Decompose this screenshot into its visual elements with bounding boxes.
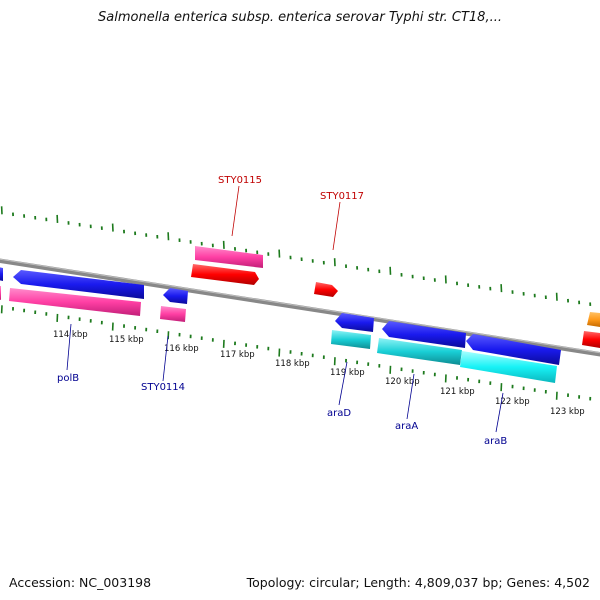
scale-ticks-top [0, 206, 592, 306]
gene-araB-blue[interactable] [466, 334, 561, 365]
gene-label-polB: polB [57, 373, 79, 384]
genome-backbone [0, 258, 600, 357]
gene-polB-pink[interactable] [9, 288, 141, 316]
scale-label-115: 115 kbp [109, 335, 144, 345]
scale-label-120: 120 kbp [385, 377, 420, 387]
scale-label-116: 116 kbp [164, 344, 199, 354]
gene-label-STY0117: STY0117 [320, 191, 364, 202]
gene-polB-blue[interactable] [13, 270, 144, 299]
gene-label-araA: araA [395, 421, 418, 432]
gene-araD-blue[interactable] [335, 313, 374, 332]
scale-label-119: 119 kbp [330, 368, 365, 378]
scale-label-118: 118 kbp [275, 359, 310, 369]
gene-STY0117[interactable] [314, 282, 338, 297]
scale-label-123: 123 kbp [550, 407, 585, 417]
gene-right-edge-red[interactable] [582, 331, 600, 348]
gene-label-STY0115: STY0115 [218, 175, 262, 186]
gene-label-araD: araD [327, 408, 351, 419]
gene-STY0114-pink[interactable] [160, 306, 186, 322]
scale-label-122: 122 kbp [495, 397, 530, 407]
gene-label-STY0114: STY0114 [141, 382, 185, 393]
gene-STY0115-pink[interactable] [195, 246, 263, 268]
accession-label: Accession: NC_003198 [9, 575, 152, 590]
scale-label-121: 121 kbp [440, 387, 475, 397]
scale-label-117: 117 kbp [220, 350, 255, 360]
gene-araB-cyan[interactable] [460, 351, 557, 383]
gene-STY0115-red[interactable] [191, 264, 259, 285]
gene-left-edge-blue[interactable] [0, 267, 3, 281]
map-title: Salmonella enterica subsp. enterica sero… [98, 10, 502, 25]
gene-araD-cyan[interactable] [331, 330, 371, 349]
gene-left-edge-pink[interactable] [0, 286, 1, 300]
reverse-genes[interactable] [0, 270, 561, 383]
gene-STY0114-blue[interactable] [163, 288, 188, 304]
scale-ticks-bottom [0, 305, 592, 401]
gene-araA-cyan[interactable] [377, 338, 462, 365]
gene-right-edge-orange[interactable] [587, 312, 600, 327]
gene-labels-top: STY0115 STY0117 [218, 175, 364, 251]
genome-summary: Topology: circular; Length: 4,809,037 bp… [246, 575, 590, 590]
gene-araA-blue[interactable] [382, 321, 466, 348]
gene-labels-bottom: polB STY0114 araD araA araB [57, 323, 507, 447]
forward-genes[interactable] [0, 246, 600, 348]
gene-label-araB: araB [484, 436, 507, 447]
